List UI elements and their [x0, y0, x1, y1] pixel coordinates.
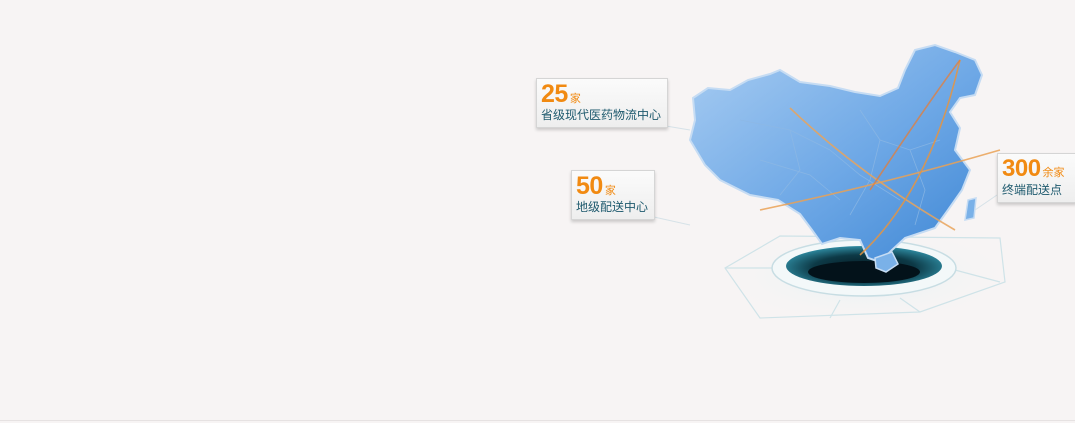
stat-unit: 家: [604, 184, 616, 197]
stat-unit: 余家: [1042, 166, 1065, 179]
bottom-divider: [0, 420, 1075, 421]
map-shape: [688, 43, 984, 273]
stat-unit: 家: [569, 92, 581, 105]
route-arcs: [759, 59, 1001, 256]
stat-label: 地级配送中心: [576, 200, 649, 214]
stat-label: 终端配送点: [1002, 183, 1063, 197]
stat-number: 50: [576, 172, 603, 200]
stat-card-terminal: 300 余家 终端配送点: [997, 153, 1075, 203]
stat-number: 300: [1002, 155, 1041, 182]
stat-label: 省级现代医药物流中心: [541, 108, 662, 122]
stat-card-prefecture: 50 家 地级配送中心: [571, 170, 655, 220]
stat-number: 25: [541, 80, 568, 108]
stat-card-provincial: 25 家 省级现代医药物流中心: [536, 78, 668, 128]
